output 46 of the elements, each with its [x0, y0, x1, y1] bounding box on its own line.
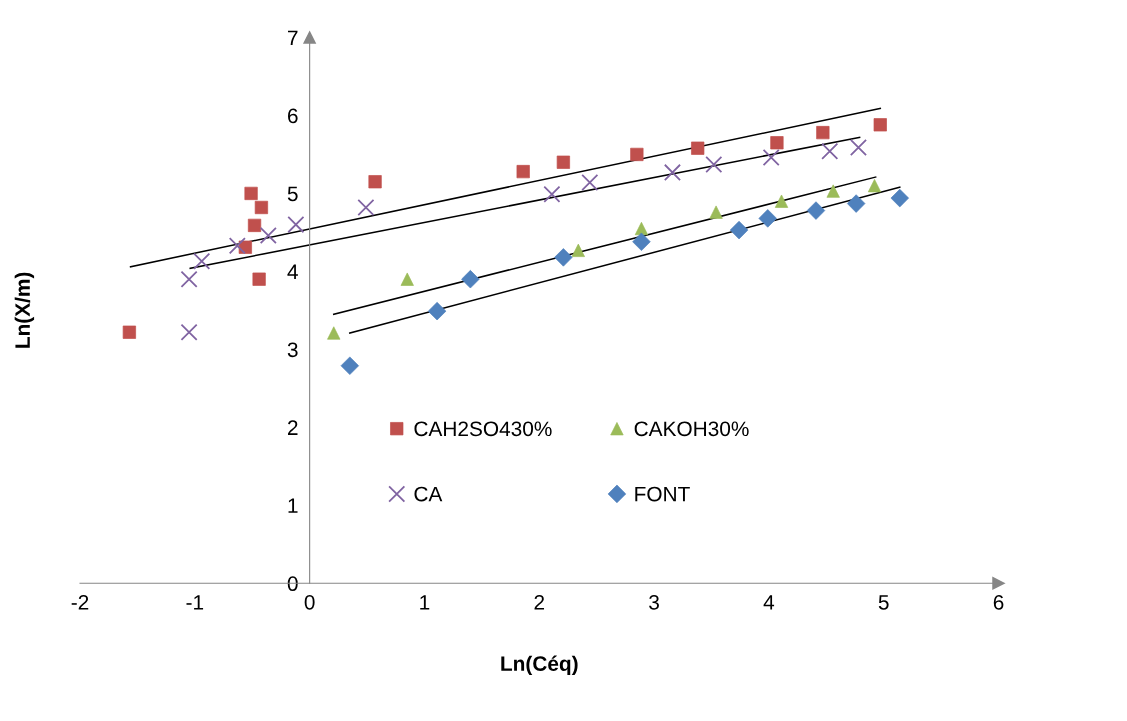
x-tick-label: 3: [649, 594, 659, 610]
point: [816, 126, 830, 140]
legend-label: CAH2SO430%: [414, 421, 552, 437]
y-tick-label: 6: [288, 108, 298, 124]
point: [287, 216, 305, 234]
y-tick-label: 0: [287, 576, 298, 592]
x-tick-label: 5: [878, 595, 889, 610]
point: [357, 198, 375, 217]
point: [516, 165, 530, 179]
point: [244, 186, 258, 201]
x-tick-label: -1: [186, 595, 204, 610]
x-axis-title: Ln(Céq): [501, 655, 578, 676]
point: [762, 149, 780, 167]
point: [849, 138, 867, 156]
point: [193, 252, 211, 270]
x-tick-label: 6: [993, 594, 1004, 610]
y-tick-label: 3: [287, 342, 298, 358]
legend-label: FONT: [635, 486, 690, 502]
point: [581, 173, 599, 192]
point: [543, 185, 561, 203]
point: [180, 323, 198, 341]
point: [632, 232, 651, 251]
x-tick-label: -2: [71, 594, 89, 610]
point: [663, 163, 681, 181]
point: [228, 237, 246, 255]
y-tick-label: 5: [287, 186, 298, 202]
point: [705, 156, 723, 174]
y-axis-title: Ln(X/m): [14, 272, 35, 348]
point: [259, 226, 277, 245]
legend-label: CA: [414, 486, 443, 502]
x-tick-label: 0: [304, 594, 315, 610]
point: [122, 325, 136, 339]
point: [630, 147, 644, 162]
point: [806, 201, 826, 220]
point: [461, 270, 480, 289]
point: [867, 179, 882, 193]
legend-label: CAKOH30%: [634, 421, 749, 437]
y-tick-label: 1: [288, 498, 298, 513]
x-tick-label: 4: [763, 595, 775, 610]
x-tick-label: 2: [534, 594, 545, 610]
x-tick-label: 1: [420, 595, 430, 610]
y-tick-label: 7: [288, 30, 298, 46]
y-tick-label: 4: [287, 264, 298, 279]
point: [821, 142, 839, 160]
point: [180, 270, 198, 288]
y-tick-label: 2: [288, 420, 298, 435]
